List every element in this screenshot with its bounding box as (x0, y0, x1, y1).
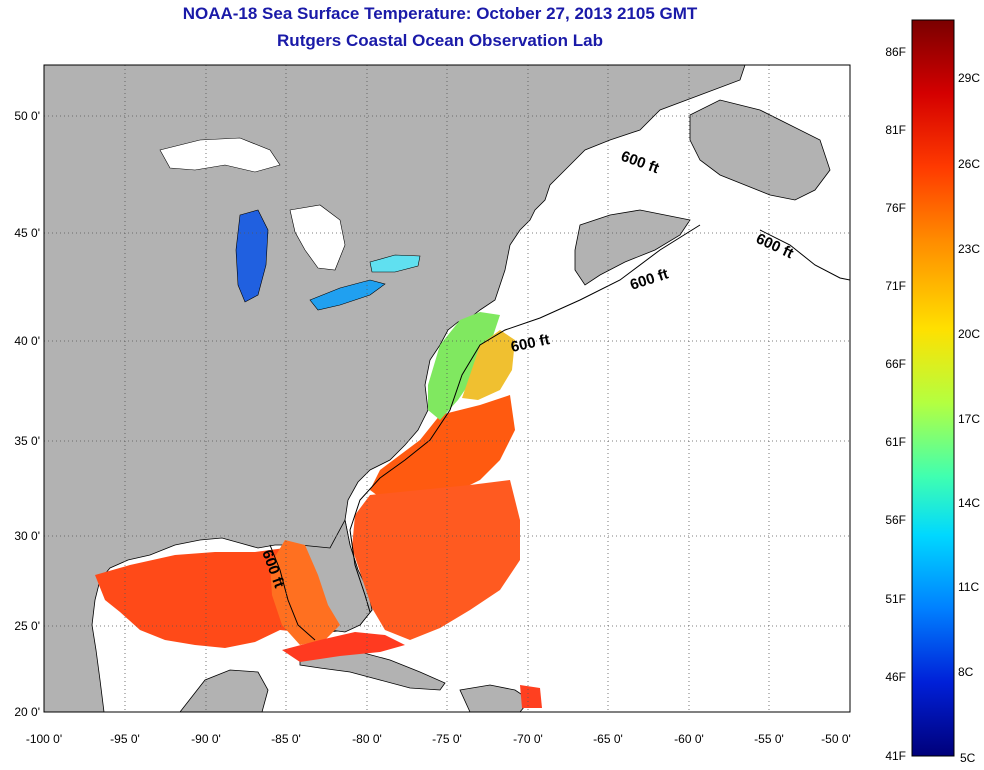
colorbar-c-label: 26C (958, 157, 980, 171)
lon-tick-label: -90 0' (191, 732, 221, 746)
colorbar-f-label: 71F (885, 279, 906, 293)
sst-shelf-mid-atlantic (428, 312, 500, 420)
lon-tick-label: -60 0' (674, 732, 704, 746)
lake-ontario (369, 254, 421, 273)
map-border (43, 64, 851, 713)
lon-axis: -100 0' -95 0' -90 0' -85 0' -80 0' -75 … (26, 732, 851, 746)
map-title: NOAA-18 Sea Surface Temperature: October… (182, 4, 698, 23)
colorbar-f-label: 66F (885, 357, 906, 371)
sst-southeast-atlantic (352, 480, 520, 640)
colorbar-f-label: 51F (885, 592, 906, 606)
colorbar-c-label: 17C (958, 412, 980, 426)
colorbar-celsius-labels: 29C 26C 23C 20C 17C 14C 11C 8C 5C (958, 71, 980, 765)
lat-tick-label: 30 0' (14, 529, 40, 543)
colorbar-f-label: 61F (885, 435, 906, 449)
lat-tick-label: 40 0' (14, 334, 40, 348)
lat-axis: 20 0' 25 0' 30 0' 35 0' 40 0' 45 0' 50 0… (14, 109, 40, 719)
colorbar-c-label: 8C (958, 665, 974, 679)
colorbar-f-label: 86F (885, 45, 906, 59)
colorbar-f-label: 81F (885, 123, 906, 137)
lat-tick-label: 35 0' (14, 434, 40, 448)
isobath-600ft-atlantic (349, 224, 701, 613)
colorbar-f-label: 56F (885, 513, 906, 527)
lon-tick-label: -85 0' (271, 732, 301, 746)
lon-tick-label: -50 0' (821, 732, 851, 746)
colorbar-c-label: 5C (960, 751, 976, 765)
isobath-600ft-gulf (269, 544, 316, 641)
land-newfoundland (689, 99, 831, 201)
lon-tick-label: -100 0' (26, 732, 62, 746)
colorbar (911, 19, 955, 757)
lon-tick-label: -70 0' (513, 732, 543, 746)
colorbar-c-label: 11C (958, 580, 979, 594)
lon-tick-label: -80 0' (352, 732, 382, 746)
sst-caribbean-patch (520, 685, 542, 708)
lat-tick-label: 50 0' (14, 109, 40, 123)
sst-gulf-of-mexico (95, 548, 318, 648)
sst-florida-straits (282, 632, 405, 662)
colorbar-fahrenheit-labels: 86F 81F 76F 71F 66F 61F 56F 51F 46F 41F (885, 45, 906, 763)
colorbar-f-label: 76F (885, 201, 906, 215)
land-north-america (44, 65, 746, 712)
isobath-600ft-east (759, 229, 850, 281)
map-subtitle: Rutgers Coastal Ocean Observation Lab (277, 31, 603, 50)
lat-tick-label: 45 0' (14, 226, 40, 240)
land-maritimes (574, 209, 691, 286)
colorbar-f-label: 46F (885, 670, 906, 684)
lake-huron (289, 204, 346, 271)
colorbar-c-label: 14C (958, 496, 980, 510)
lake-erie (309, 279, 386, 311)
sst-gulf-stream-north (370, 395, 515, 505)
sst-offshore-yellow (462, 330, 515, 400)
sst-west-florida-shelf (270, 540, 340, 645)
lon-tick-label: -75 0' (432, 732, 462, 746)
lon-tick-label: -95 0' (110, 732, 140, 746)
lat-tick-label: 25 0' (14, 619, 40, 633)
colorbar-c-label: 23C (958, 242, 980, 256)
colorbar-c-label: 29C (958, 71, 980, 85)
colorbar-c-label: 20C (958, 327, 980, 341)
lake-superior (159, 137, 281, 173)
lon-tick-label: -65 0' (593, 732, 623, 746)
lat-tick-label: 20 0' (14, 705, 40, 719)
lon-tick-label: -55 0' (754, 732, 784, 746)
colorbar-f-label: 41F (885, 749, 906, 763)
land-yucatan (179, 669, 269, 712)
